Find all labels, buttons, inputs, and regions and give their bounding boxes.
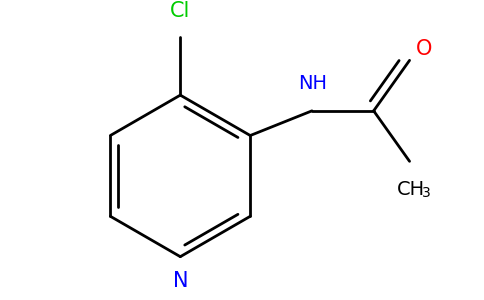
Text: 3: 3	[422, 186, 430, 200]
Text: Cl: Cl	[170, 1, 191, 21]
Text: NH: NH	[299, 74, 328, 93]
Text: CH: CH	[396, 180, 425, 200]
Text: O: O	[416, 39, 432, 59]
Text: N: N	[173, 271, 188, 291]
